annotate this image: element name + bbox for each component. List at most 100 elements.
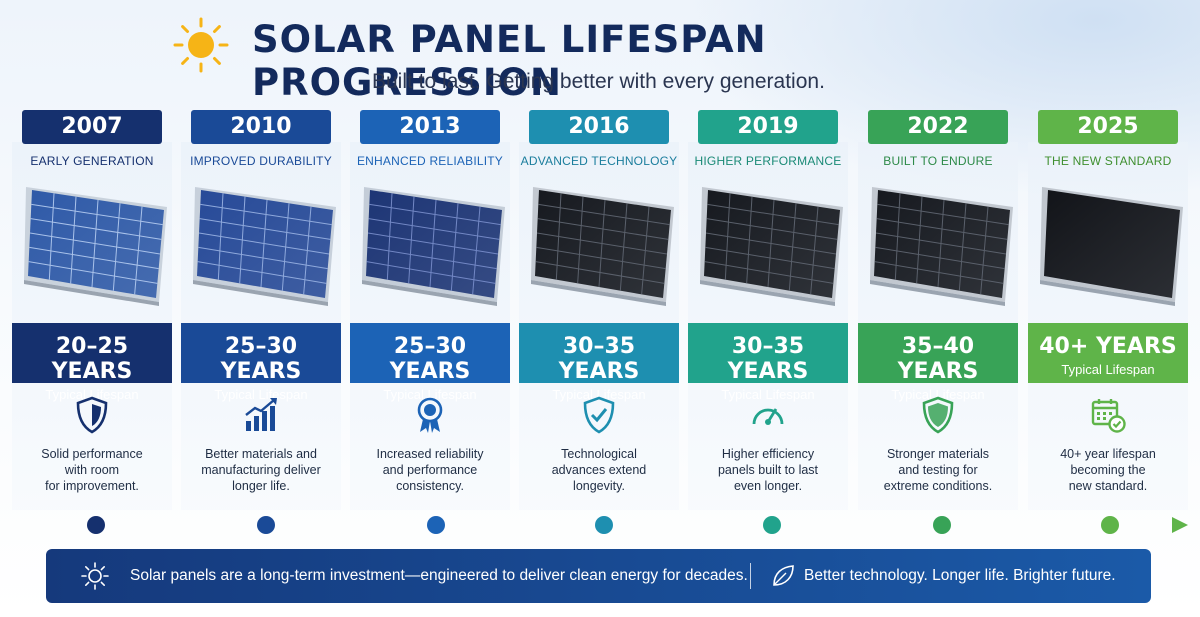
generation-column-2013: 2013 ENHANCED RELIABILITY 25–30 YEARS Ty…: [350, 110, 510, 510]
description-line: longer life.: [232, 479, 290, 493]
description-line: and performance: [382, 463, 478, 477]
description-line: with room: [64, 463, 120, 477]
footer-message: Solar panels are a long-term investment—…: [130, 567, 748, 584]
lifespan-caption: Typical Lifespan: [214, 387, 308, 402]
description-line: Technological: [561, 447, 637, 461]
generation-columns: 2007 EARLY GENERATION 20–25 YEARS Typica…: [12, 110, 1192, 510]
generation-label: ADVANCED TECHNOLOGY: [520, 154, 678, 168]
lifespan-caption: Typical Lifespan: [891, 387, 985, 402]
timeline: [16, 516, 1188, 534]
timeline-dot-2022: [933, 516, 951, 534]
lifespan-band: 30–35 YEARS Typical Lifespan: [688, 323, 848, 402]
shield-check-icon: [583, 396, 615, 434]
leaf-icon: [773, 565, 794, 586]
description-line: for improvement.: [45, 479, 139, 493]
solar-panel-image: [1040, 187, 1183, 306]
lifespan-years: 20–25 YEARS: [51, 334, 133, 384]
lifespan-years: 40+ YEARS: [1039, 334, 1177, 359]
lifespan-band: 20–25 YEARS Typical Lifespan: [12, 323, 172, 402]
timeline-dot-2007: [87, 516, 105, 534]
lifespan-caption: Typical Lifespan: [383, 387, 477, 402]
lifespan-years: 25–30 YEARS: [389, 334, 471, 384]
year-tab: 2010: [191, 110, 331, 144]
generation-column-2025: 2025 THE NEW STANDARD 40+ YEARS Typical …: [1028, 110, 1188, 510]
lifespan-caption: Typical Lifespan: [45, 387, 139, 402]
lifespan-band: 25–30 YEARS Typical Lifespan: [181, 323, 341, 402]
lifespan-years: 35–40 YEARS: [897, 334, 979, 384]
page-title: SOLAR PANEL LIFESPAN PROGRESSION: [252, 18, 767, 104]
generation-label: THE NEW STANDARD: [1044, 154, 1172, 168]
generation-column-2007: 2007 EARLY GENERATION 20–25 YEARS Typica…: [12, 110, 172, 510]
generation-column-2010: 2010 IMPROVED DURABILITY 25–30 YEARS Typ…: [181, 110, 341, 510]
description-line: even longer.: [733, 479, 803, 493]
lifespan-years: 25–30 YEARS: [220, 334, 302, 384]
lifespan-band: 40+ YEARS Typical Lifespan: [1028, 323, 1188, 383]
description-line: advances extend: [551, 463, 647, 477]
description-line: 40+ year lifespan: [1060, 447, 1156, 461]
description-line: longevity.: [573, 479, 625, 493]
lifespan-caption: Typical Lifespan: [1061, 362, 1155, 377]
growth-chart-icon: [245, 398, 277, 431]
shield-plain-icon: [922, 396, 954, 434]
shield-icon: [76, 396, 108, 434]
description-line: Solid performance: [41, 447, 143, 461]
lifespan-band: 35–40 YEARS Typical Lifespan: [858, 323, 1018, 402]
year-tab: 2016: [529, 110, 669, 144]
generation-description: Higher efficiency panels built to last e…: [696, 446, 840, 494]
generation-description: Solid performance with room for improvem…: [20, 446, 164, 494]
timeline-dot-2019: [763, 516, 781, 534]
solar-panel-image: [531, 187, 674, 306]
sun-icon: [173, 17, 229, 73]
generation-description: Better materials and manufacturing deliv…: [189, 446, 333, 494]
description-line: panels built to last: [717, 463, 819, 477]
generation-description: Technological advances extend longevity.: [527, 446, 671, 494]
generation-description: 40+ year lifespan becoming the new stand…: [1036, 446, 1180, 494]
lifespan-caption: Typical Lifespan: [721, 387, 815, 402]
header: SOLAR PANEL LIFESPAN PROGRESSION Built t…: [0, 0, 1200, 110]
description-line: manufacturing deliver: [201, 463, 321, 477]
generation-column-2022: 2022 BUILT TO ENDURE 35–40 YEARS Typical…: [858, 110, 1018, 510]
generation-description: Increased reliability and performance co…: [358, 446, 502, 494]
description-line: Stronger materials: [886, 447, 990, 461]
lifespan-years: 30–35 YEARS: [727, 334, 809, 384]
solar-panel-image: [362, 187, 505, 306]
year-tab: 2022: [868, 110, 1008, 144]
footer-divider: [750, 563, 751, 589]
description-line: Increased reliability: [376, 447, 484, 461]
solar-panel-image: [193, 187, 336, 306]
footer-tagline: Better technology. Longer life. Brighter…: [804, 567, 1116, 584]
solar-panel-image: [700, 187, 843, 306]
description-line: Better materials and: [205, 447, 317, 461]
footer-banner: Solar panels are a long-term investment—…: [46, 549, 1151, 603]
lifespan-band: 25–30 YEARS Typical Lifespan: [350, 323, 510, 402]
sun-outline-icon: [81, 562, 109, 590]
award-ribbon-icon: [417, 397, 443, 433]
generation-column-2019: 2019 HIGHER PERFORMANCE 30–35 YEARS Typi…: [688, 110, 848, 510]
year-tab: 2019: [698, 110, 838, 144]
generation-column-2016: 2016 ADVANCED TECHNOLOGY 30–35 YEARS Typ…: [519, 110, 679, 510]
timeline-arrow-head: [1172, 517, 1188, 533]
year-tab: 2025: [1038, 110, 1178, 144]
lifespan-years: 30–35 YEARS: [558, 334, 640, 384]
description-line: becoming the: [1070, 463, 1146, 477]
lifespan-caption: Typical Lifespan: [552, 387, 646, 402]
calendar-check-icon: [1091, 399, 1126, 433]
year-tab: 2013: [360, 110, 500, 144]
description-line: new standard.: [1068, 479, 1148, 493]
solar-panel-image: [24, 187, 167, 306]
generation-description: Stronger materials and testing for extre…: [866, 446, 1010, 494]
description-line: consistency.: [396, 479, 464, 493]
timeline-dot-2010: [257, 516, 275, 534]
generation-label: EARLY GENERATION: [30, 154, 154, 168]
solar-panel-image: [870, 187, 1013, 306]
generation-label: ENHANCED RELIABILITY: [356, 154, 504, 168]
lifespan-band: 30–35 YEARS Typical Lifespan: [519, 323, 679, 402]
timeline-dot-2013: [427, 516, 445, 534]
year-tab: 2007: [22, 110, 162, 144]
timeline-dot-2016: [595, 516, 613, 534]
generation-label: BUILT TO ENDURE: [883, 154, 993, 168]
description-line: and testing for: [898, 463, 978, 477]
gauge-icon: [752, 408, 784, 425]
description-line: Higher efficiency: [721, 447, 815, 461]
description-line: extreme conditions.: [883, 479, 993, 493]
